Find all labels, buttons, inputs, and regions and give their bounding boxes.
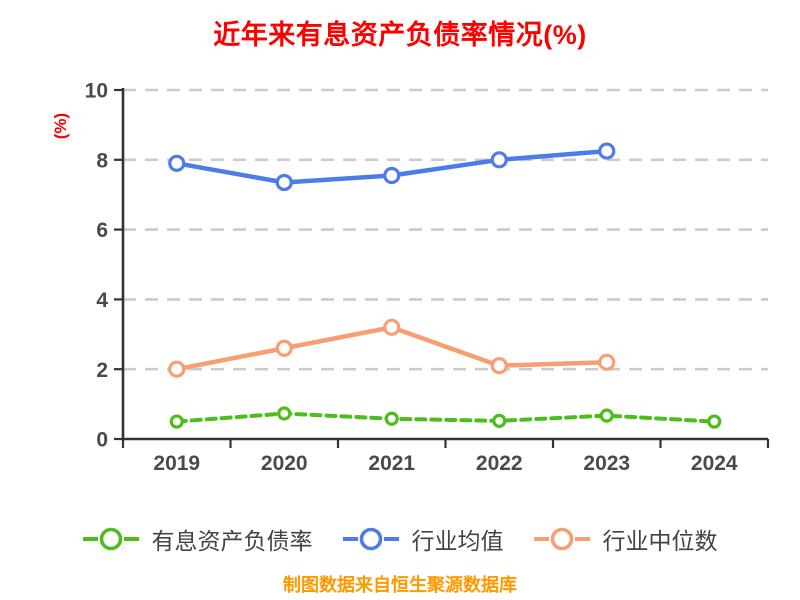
x-tick-label-2023: 2023	[583, 452, 630, 475]
y-tick-label: 4	[96, 289, 108, 312]
data-point-series-0	[492, 413, 507, 428]
series-line-0	[174, 411, 717, 424]
legend-label: 行业均值	[411, 528, 504, 554]
data-point-series-2	[490, 357, 508, 375]
x-tick-label-2022: 2022	[476, 452, 523, 475]
legend-marker-icon	[533, 527, 590, 551]
data-point-series-2	[275, 339, 293, 357]
y-tick-label: 6	[96, 219, 108, 242]
x-tick-label-2024: 2024	[691, 452, 738, 475]
legend-label: 行业中位数	[602, 528, 718, 554]
legend-item-0[interactable]: 有息资产负债率	[82, 522, 313, 556]
legend-label: 有息资产负债率	[151, 528, 313, 554]
legend-marker-icon	[82, 527, 139, 551]
data-point-series-1	[168, 154, 186, 172]
x-tick-label-2021: 2021	[368, 452, 415, 475]
y-tick-label: 2	[96, 359, 108, 382]
data-source-note: 制图数据来自恒生聚源数据库	[283, 575, 517, 595]
data-point-series-2	[383, 318, 401, 336]
y-tick-label: 8	[96, 149, 108, 172]
y-tick-label: 10	[85, 80, 108, 103]
data-point-series-2	[598, 353, 616, 371]
plot-area: 0 2 4 6 8 10 2019 2020 2021 2022 2023 2024	[85, 80, 770, 475]
data-point-series-0	[599, 408, 614, 423]
data-point-series-0	[277, 406, 292, 421]
legend: 有息资产负债率 行业均值 行业中位数	[0, 522, 800, 556]
x-tick-label-2019: 2019	[153, 452, 200, 475]
data-point-series-2	[168, 360, 186, 378]
chart-title: 近年来有息资产负债率情况(%)	[213, 20, 587, 50]
data-point-series-1	[490, 151, 508, 169]
legend-item-2[interactable]: 行业中位数	[533, 522, 718, 556]
data-point-series-0	[384, 411, 399, 426]
data-point-series-0	[707, 414, 722, 429]
legend-item-1[interactable]: 行业均值	[342, 522, 504, 556]
x-tick-label-2020: 2020	[261, 452, 308, 475]
y-tick-label: 0	[96, 429, 108, 452]
data-point-series-0	[169, 414, 184, 429]
data-point-series-1	[275, 173, 293, 192]
legend-marker-icon	[342, 527, 399, 551]
data-point-series-1	[383, 166, 401, 185]
data-point-series-1	[598, 142, 616, 160]
